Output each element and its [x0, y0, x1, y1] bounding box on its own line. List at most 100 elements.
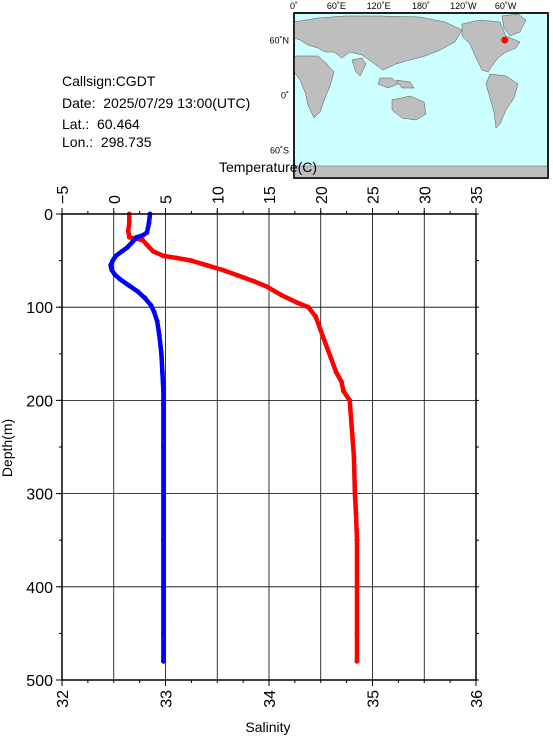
map-lat-label: 0˚ — [281, 91, 289, 101]
map-lon-label: 120˚W — [450, 1, 477, 11]
profile-point — [279, 292, 284, 298]
top-tick-label: 5 — [159, 195, 176, 204]
profile-point — [129, 239, 135, 245]
profile-point — [140, 233, 146, 238]
profile-point — [161, 658, 166, 664]
profile-point — [313, 314, 318, 319]
profile-point — [235, 273, 241, 278]
plot-frame — [61, 213, 477, 681]
profile-point — [126, 220, 132, 226]
profile-point — [108, 262, 114, 268]
map-lon-label: 0˚ — [290, 1, 298, 11]
y-tick-label: 400 — [26, 580, 53, 597]
profile-point — [135, 288, 140, 294]
profile-point — [159, 370, 165, 375]
profile-point — [251, 278, 256, 284]
profile-point — [161, 444, 166, 450]
profile-point — [305, 304, 311, 310]
y-tick-label: 300 — [26, 487, 53, 504]
bottom-axis-title: Salinity — [245, 719, 290, 735]
latitude-text: Lat.: 60.464 — [62, 116, 140, 132]
profile-point — [144, 242, 150, 248]
profile-point — [124, 245, 130, 250]
profile-point — [110, 258, 116, 263]
profile-point — [352, 491, 358, 496]
profile-point — [126, 211, 132, 217]
map-lon-label: 60˚E — [327, 1, 346, 11]
map-lat-label: 60˚S — [270, 146, 289, 156]
profile-point — [156, 332, 162, 338]
profile-point — [339, 379, 344, 385]
y-tick-label: 200 — [26, 393, 53, 410]
chart-grid — [61, 213, 477, 681]
map-lat-label: 60˚N — [269, 36, 289, 46]
station-marker — [501, 36, 509, 44]
profile-point — [150, 248, 156, 254]
profile-point — [125, 228, 131, 234]
profile-point — [119, 248, 125, 254]
profile-point — [354, 584, 360, 590]
profile-point — [154, 318, 160, 324]
profile-point — [161, 537, 166, 543]
profile-point — [347, 398, 353, 403]
profile-point — [140, 237, 146, 243]
profile-point — [113, 253, 119, 259]
profile-point — [220, 267, 225, 273]
map-top-labels: 0˚ 60˚E 120˚E 180˚ 120˚W 60˚W — [290, 1, 517, 11]
profile-point — [146, 220, 152, 226]
profile-point — [354, 631, 360, 636]
callsign-text: Callsign:CGDT — [62, 73, 156, 89]
profile-point — [151, 309, 157, 315]
bottom-tick-label: 36 — [469, 690, 486, 708]
profile-point — [126, 234, 132, 240]
profile-point — [173, 255, 179, 261]
chart-series — [108, 211, 360, 664]
map-left-labels: 60˚N 0˚ 60˚S — [269, 36, 289, 156]
profile-point — [188, 258, 194, 263]
profile-point — [109, 267, 115, 273]
profile-point — [349, 425, 355, 431]
bottom-tick-label: 35 — [366, 690, 383, 708]
profile-point — [112, 272, 118, 277]
top-tick-label: 0 — [107, 195, 124, 204]
y-tick-label: 500 — [26, 673, 53, 690]
profile-point — [354, 537, 360, 543]
y-axis-title: Depth(m) — [0, 419, 15, 477]
profile-point — [148, 302, 154, 308]
profile-point — [144, 230, 150, 236]
longitude-text: Lon.: 298.735 — [62, 134, 152, 150]
profile-point — [353, 509, 359, 515]
profile-point — [333, 370, 339, 375]
profile-point — [161, 631, 166, 636]
profile-point — [161, 584, 166, 590]
profile-point — [161, 253, 166, 259]
profile-point — [161, 491, 166, 496]
profile-point — [341, 388, 346, 394]
profile-point — [351, 453, 357, 459]
bottom-tick-label: 34 — [262, 690, 279, 708]
profile-point — [161, 388, 166, 394]
profile-point — [323, 342, 329, 347]
location-map: 0˚ 60˚E 120˚E 180˚ 120˚W 60˚W 60˚N 0˚ 60˚S — [269, 1, 549, 179]
y-tick-label: 0 — [44, 207, 53, 224]
profile-point — [264, 284, 270, 290]
bottom-tick-label: 33 — [159, 690, 176, 708]
profile-point — [318, 328, 324, 333]
profile-point — [134, 234, 139, 240]
profile-point — [117, 276, 123, 282]
map-lon-label: 60˚W — [495, 1, 517, 11]
map-land — [293, 13, 549, 179]
profile-point — [126, 283, 132, 289]
profile-point — [204, 262, 210, 268]
map-lon-label: 120˚E — [367, 1, 391, 11]
map-lon-label: 180˚ — [412, 1, 430, 11]
profile-point — [294, 300, 300, 305]
top-axis-profile-line — [108, 211, 166, 664]
bottom-tick-label: 32 — [55, 690, 72, 708]
bottom-axis-profile-line — [125, 211, 360, 664]
profile-point — [142, 295, 148, 301]
profile-point — [158, 351, 164, 357]
profile-point — [328, 356, 334, 361]
y-tick-label: 100 — [26, 300, 53, 317]
